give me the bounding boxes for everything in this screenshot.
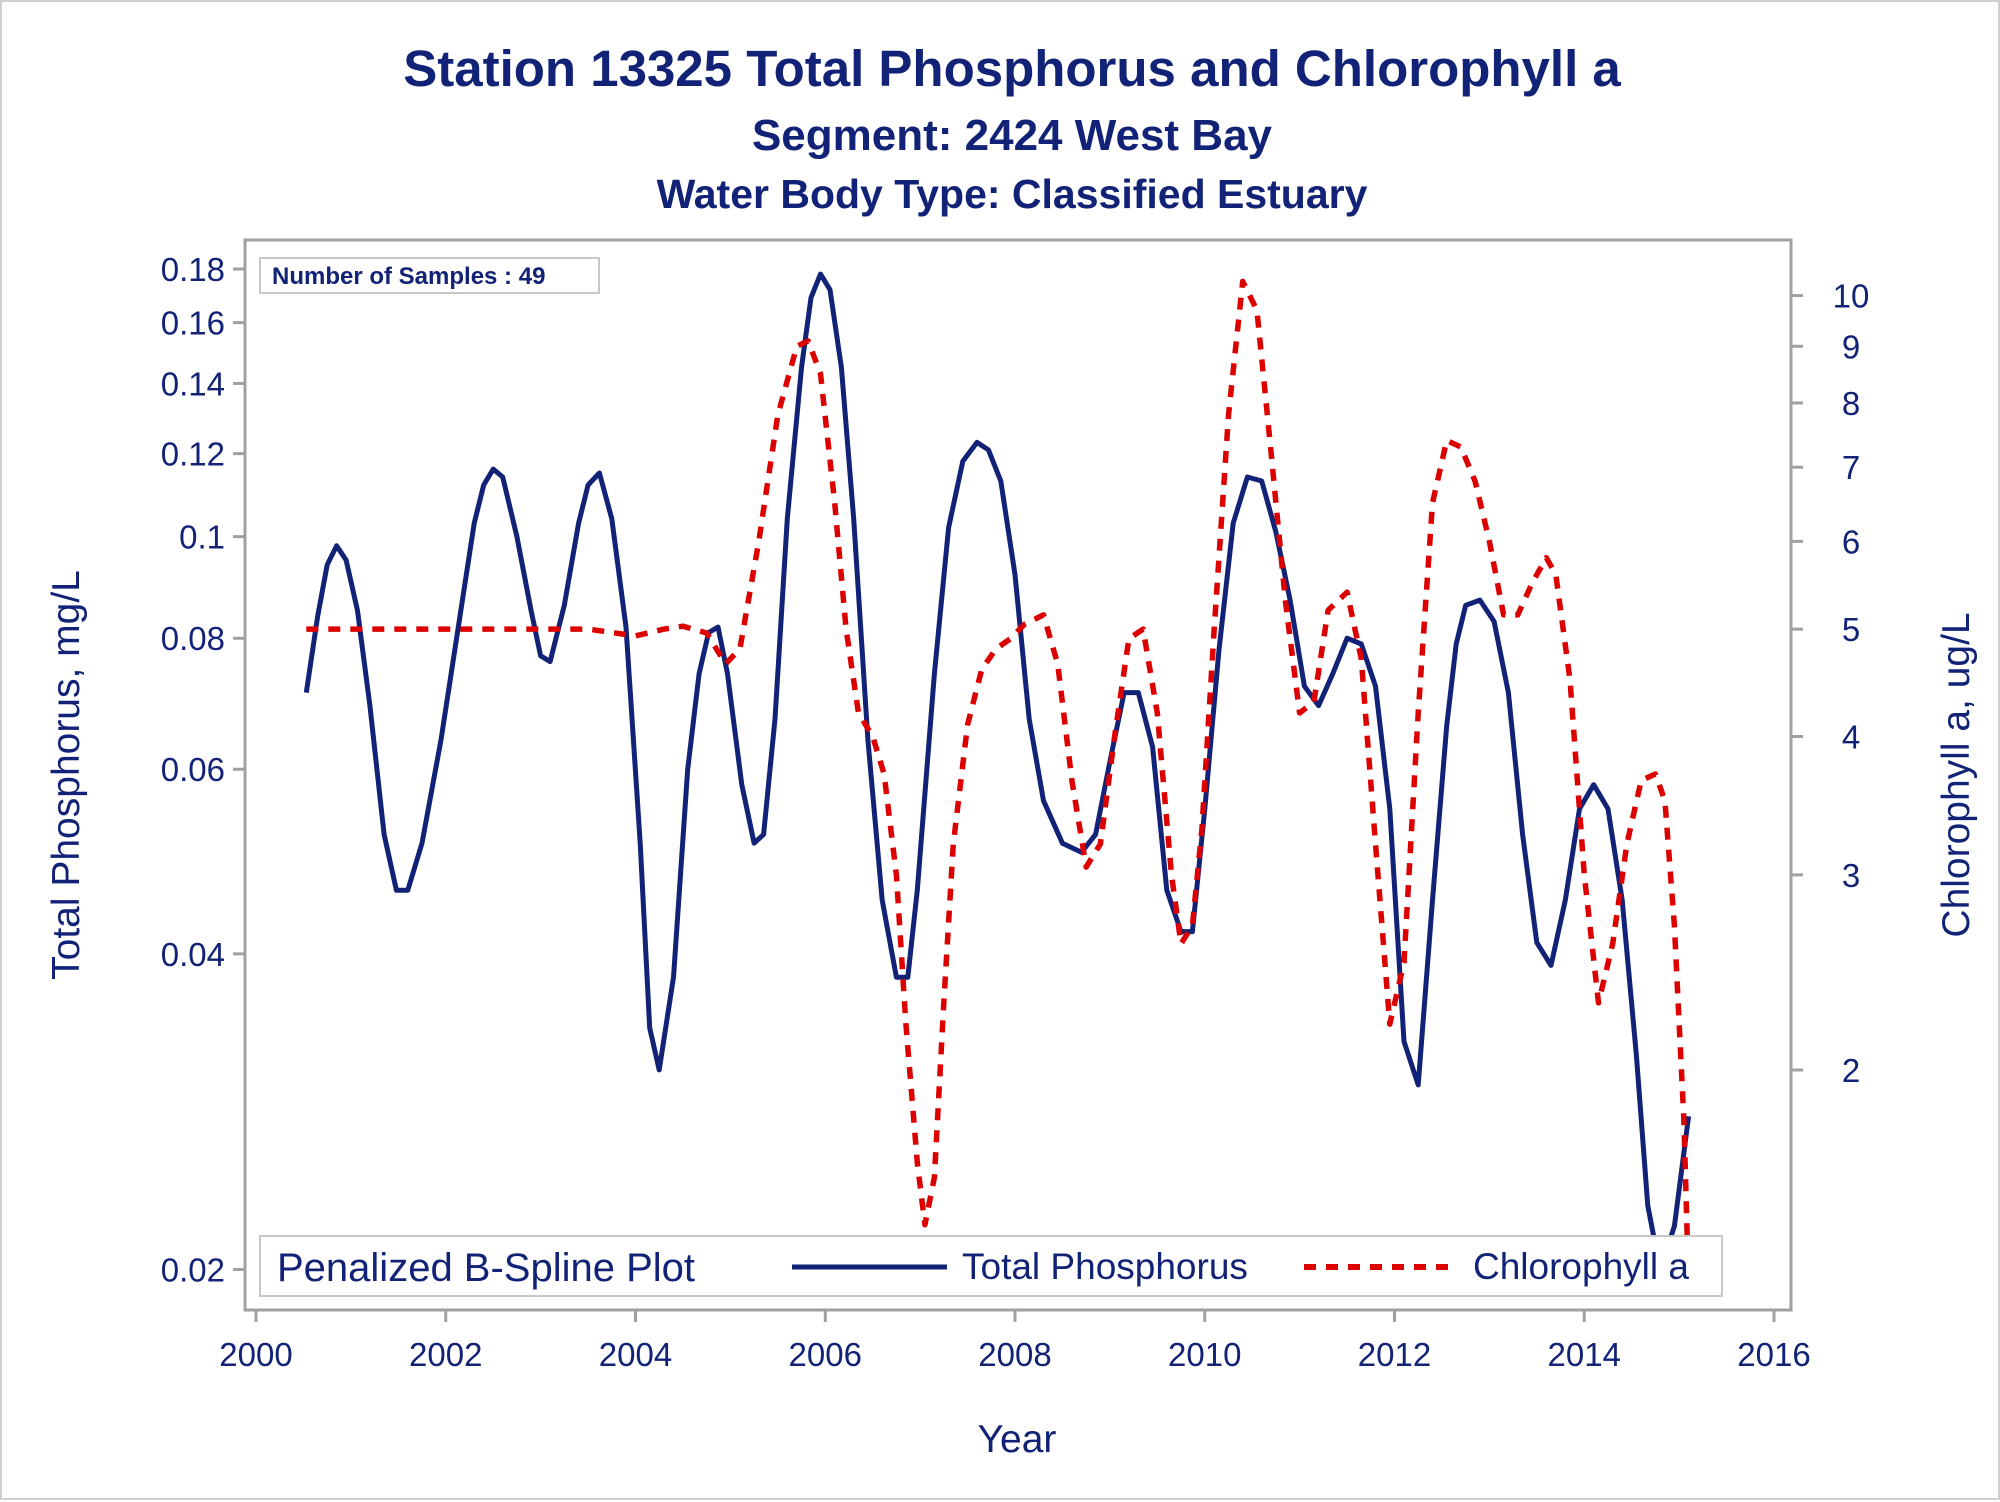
y-tick-label: 0.1 [179,519,225,556]
sample-count-box [259,257,600,294]
y-tick-label: 0.08 [161,620,225,657]
y2-tick-label: 3 [1842,857,1860,894]
y2-tick-label: 10 [1833,278,1870,315]
x-tick-label: 2012 [1358,1336,1431,1373]
y2-tick-label: 8 [1842,385,1860,422]
chart-subtitle: Segment: 2424 West Bay [752,111,1273,160]
series-layer [303,271,1692,1285]
y2-tick-label: 2 [1842,1052,1860,1089]
y-tick-label: 0.04 [161,936,225,973]
legend-box [259,1235,1723,1297]
chart-subtitle-2: Water Body Type: Classified Estuary [657,171,1368,217]
plot-area-border [243,238,1793,1312]
series-line-chlorophyll-a [306,278,1692,1285]
y-tick-label: 0.16 [161,305,225,342]
x-axis-label: Year [978,1418,1057,1461]
y-axis-label: Total Phosphorus, mg/L [45,570,88,980]
chart-title: Station 13325 Total Phosphorus and Chlor… [403,40,1621,97]
axes-layer: 2000 2002 2004 2006 2008 2010 2012 2014 2016 0.02… [161,251,1870,1373]
y-tick-label: 0.06 [161,751,225,788]
x-tick-label: 2014 [1548,1336,1621,1373]
legend-label-chlorophyll-a: Chlorophyll a [1473,1246,1689,1287]
y-tick-label: 0.02 [161,1251,225,1288]
sample-count-label: Number of Samples : 49 [272,263,545,290]
y-tick-label: 0.12 [161,436,225,473]
legend-title: Penalized B-Spline Plot [277,1246,695,1290]
y2-tick-label: 4 [1842,718,1860,755]
x-tick-label: 2016 [1737,1336,1810,1373]
x-tick-label: 2004 [599,1336,672,1373]
x-tick-label: 2010 [1168,1336,1241,1373]
y2-tick-label: 5 [1842,611,1860,648]
y-tick-label: 0.14 [161,365,225,402]
series-line-total-phosphorus [303,271,1692,1272]
x-tick-label: 2000 [219,1336,292,1373]
x-tick-label: 2008 [978,1336,1051,1373]
y2-tick-label: 9 [1842,328,1860,365]
y-tick-label: 0.18 [161,251,225,288]
x-tick-label: 2006 [789,1336,862,1373]
y2-axis-label: Chlorophyll a, ug/L [1935,612,1978,937]
y2-tick-label: 7 [1842,449,1860,486]
y2-tick-label: 6 [1842,523,1860,560]
legend-label-total-phosphorus: Total Phosphorus [962,1246,1248,1287]
x-tick-label: 2002 [409,1336,482,1373]
